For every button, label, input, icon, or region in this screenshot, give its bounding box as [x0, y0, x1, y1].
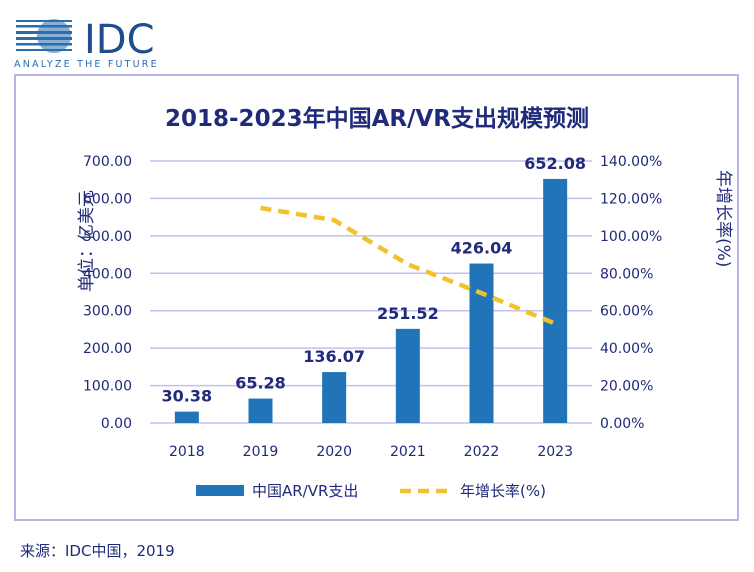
- bar-2023: [543, 178, 568, 423]
- source-note: 来源：IDC中国，2019: [20, 542, 175, 560]
- bar-2018: [174, 411, 199, 423]
- data-label: 426.04: [451, 239, 513, 258]
- y-tick-label: 500.00: [83, 229, 132, 245]
- y2-tick-label: 100.00%: [600, 229, 662, 245]
- x-tick-label: 2022: [464, 444, 500, 460]
- bar-2022: [469, 263, 494, 423]
- legend-bar-swatch: [196, 485, 244, 496]
- x-tick-label: 2020: [316, 444, 352, 460]
- bar-2020: [322, 372, 347, 423]
- y2-tick-label: 60.00%: [600, 304, 653, 320]
- y2-tick-label: 140.00%: [600, 154, 662, 170]
- svg-text:ANALYZE THE FUTURE: ANALYZE THE FUTURE: [14, 59, 159, 68]
- svg-text:IDC: IDC: [84, 17, 155, 63]
- x-tick-label: 2019: [243, 444, 279, 460]
- legend-line-label: 年增长率(%): [460, 482, 546, 500]
- x-tick-label: 2023: [537, 444, 573, 460]
- y-tick-label: 300.00: [83, 304, 132, 320]
- chart-title: 2018-2023年中国AR/VR支出规模预测: [165, 105, 589, 132]
- y2-tick-label: 120.00%: [600, 191, 662, 207]
- y2-tick-label: 40.00%: [600, 341, 653, 357]
- y-tick-label: 400.00: [83, 266, 132, 282]
- y-axis-label: 单位：亿美元: [77, 190, 97, 292]
- data-label: 30.38: [162, 387, 213, 406]
- y2-tick-label: 20.00%: [600, 379, 653, 395]
- y-tick-label: 200.00: [83, 341, 132, 357]
- bar-2021: [395, 328, 420, 423]
- data-label: 251.52: [377, 304, 439, 323]
- data-label: 136.07: [303, 347, 365, 366]
- y-tick-label: 0.00: [101, 416, 132, 432]
- y2-axis-label: 年增长率(%): [713, 170, 733, 267]
- y2-tick-label: 80.00%: [600, 266, 653, 282]
- y2-tick-label: 0.00%: [600, 416, 644, 432]
- data-label: 652.08: [524, 154, 586, 173]
- data-label: 65.28: [235, 374, 286, 393]
- x-tick-label: 2021: [390, 444, 426, 460]
- y-tick-label: 600.00: [83, 191, 132, 207]
- chart-frame: [14, 74, 739, 521]
- x-tick-label: 2018: [169, 444, 205, 460]
- idc-logo: IDC ANALYZE THE FUTURE: [14, 17, 159, 68]
- y-tick-label: 100.00: [83, 379, 132, 395]
- bar-2019: [248, 398, 273, 423]
- legend-bar-label: 中国AR/VR支出: [252, 482, 358, 500]
- y-tick-label: 700.00: [83, 154, 132, 170]
